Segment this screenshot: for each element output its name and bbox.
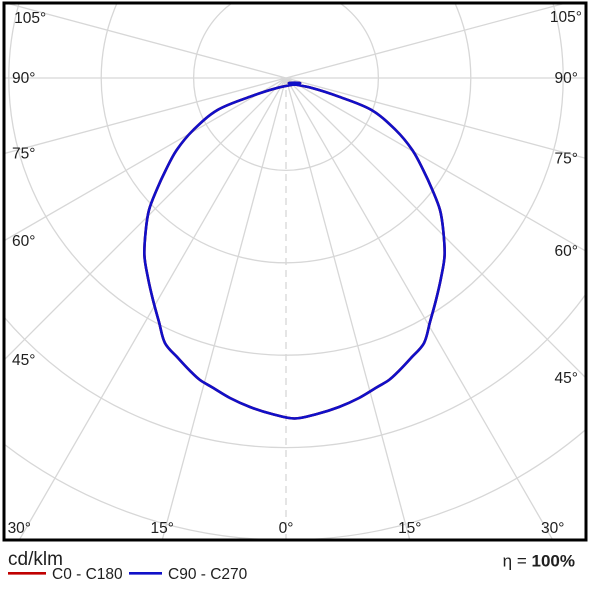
svg-text:60°: 60° [555,243,578,260]
svg-text:η = 100%: η = 100% [503,552,575,571]
svg-text:30°: 30° [541,520,564,537]
svg-text:15°: 15° [150,520,173,537]
svg-text:105°: 105° [550,9,582,26]
svg-text:105°: 105° [14,10,46,27]
svg-text:90°: 90° [12,70,35,87]
svg-text:60°: 60° [12,233,35,250]
svg-text:90°: 90° [555,70,578,87]
svg-text:30°: 30° [8,520,31,537]
svg-text:45°: 45° [555,370,578,387]
svg-text:75°: 75° [12,146,35,163]
svg-text:C90 - C270: C90 - C270 [168,566,248,583]
svg-text:75°: 75° [555,150,578,167]
svg-text:C0 - C180: C0 - C180 [52,566,123,583]
svg-text:45°: 45° [12,352,35,369]
svg-text:15°: 15° [398,520,421,537]
svg-text:0°: 0° [279,520,294,537]
